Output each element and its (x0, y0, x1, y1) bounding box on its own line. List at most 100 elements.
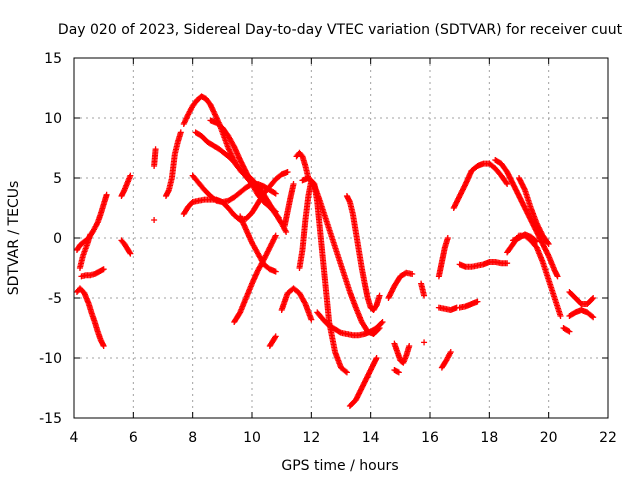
data-point (239, 162, 246, 169)
data-point (457, 190, 464, 197)
x-tick-label: 12 (302, 430, 320, 446)
series-arc-26 (391, 340, 413, 366)
data-point (461, 182, 468, 189)
data-point (356, 389, 363, 395)
data-point (525, 211, 532, 218)
series-arc-36 (456, 298, 481, 311)
data-point (535, 223, 542, 230)
series-arc-33 (438, 349, 454, 371)
data-point (421, 292, 428, 299)
x-tick-label: 18 (480, 430, 498, 446)
data-point (379, 319, 386, 325)
data-point (524, 210, 531, 217)
x-tick-label: 20 (540, 430, 558, 446)
data-point (368, 365, 375, 371)
data-point (240, 163, 247, 170)
data-point (537, 228, 544, 235)
data-point (100, 343, 107, 349)
data-point (365, 371, 372, 378)
data-point (386, 293, 393, 300)
data-point (177, 129, 184, 136)
data-point (590, 295, 597, 301)
data-point (520, 202, 527, 209)
series-arc-21 (296, 177, 350, 376)
data-point (456, 193, 463, 199)
data-point (474, 298, 481, 305)
data-point (367, 367, 374, 374)
data-point (460, 185, 467, 191)
data-point (454, 198, 461, 205)
series-arc-16 (237, 213, 279, 275)
data-point (542, 246, 549, 253)
data-point (271, 189, 278, 196)
series-arc-43 (560, 325, 573, 335)
data-point (127, 250, 134, 257)
data-point (265, 247, 272, 254)
data-point (517, 179, 524, 185)
x-tick-label: 16 (421, 430, 439, 446)
data-point (361, 379, 368, 386)
series-arc-39 (510, 231, 540, 245)
data-point (588, 313, 595, 320)
data-point (545, 241, 552, 247)
data-point (544, 250, 551, 257)
data-point (270, 236, 277, 243)
data-point (554, 273, 561, 280)
data-point (512, 186, 519, 193)
data-point (506, 174, 513, 181)
data-point (510, 181, 517, 187)
data-point (518, 180, 525, 187)
data-point (275, 214, 282, 221)
data-point (238, 159, 245, 166)
data-point (87, 231, 94, 238)
data-point (241, 166, 248, 173)
data-point (518, 198, 525, 205)
data-point (390, 285, 397, 292)
data-point (510, 182, 517, 189)
series-arc-23 (314, 309, 386, 339)
data-point (308, 316, 315, 323)
data-point (536, 225, 543, 232)
series-arc-42 (566, 307, 597, 321)
data-point (243, 170, 250, 177)
data-point (447, 349, 454, 355)
data-point (527, 215, 534, 222)
data-point (541, 243, 548, 250)
data-point (362, 378, 369, 385)
data-point (523, 209, 530, 215)
data-point (272, 233, 279, 240)
data-point (245, 173, 252, 179)
data-point (507, 175, 514, 182)
data-point (271, 207, 278, 214)
series-arc-17 (266, 333, 279, 349)
data-point (517, 177, 524, 184)
series-arc-5 (118, 172, 134, 199)
data-point (511, 183, 518, 190)
data-point (237, 157, 244, 163)
series-arc-35 (456, 259, 511, 270)
data-point (540, 242, 547, 249)
data-point (263, 251, 270, 258)
data-point (533, 238, 540, 245)
data-point (247, 177, 254, 183)
series-arc-25 (346, 355, 380, 409)
data-point (537, 235, 544, 242)
series-arc-22 (299, 175, 383, 337)
data-point (342, 368, 349, 375)
data-point (352, 397, 359, 403)
data-point (364, 373, 371, 379)
data-point (274, 213, 281, 220)
data-point (363, 375, 370, 382)
data-point (262, 253, 269, 260)
series-arc-8 (151, 217, 158, 223)
data-point (504, 169, 511, 175)
data-point (127, 172, 134, 179)
data-point (504, 260, 511, 267)
series-arc-41 (566, 289, 597, 307)
data-point (519, 199, 526, 206)
data-point (264, 249, 271, 256)
x-tick-label: 6 (129, 430, 138, 446)
series-arc-30 (421, 339, 428, 346)
data-point (526, 214, 533, 221)
